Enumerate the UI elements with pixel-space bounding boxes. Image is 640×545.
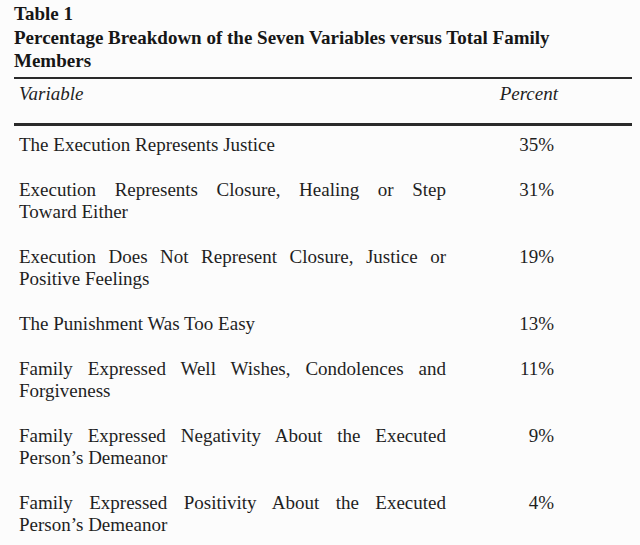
table-title-block: Table 1 Percentage Breakdown of the Seve… (14, 2, 618, 73)
percent-value: 4% (446, 492, 632, 536)
table-row: Family Expressed Negativity About the Ex… (14, 417, 632, 484)
variable-label-line: Family Expressed Negativity About the Ex… (19, 425, 446, 447)
table-row: The Execution Represents Justice 35% (14, 126, 632, 171)
variable-label-line: Execution Represents Closure, Healing or… (19, 179, 446, 201)
percent-value: 9% (446, 425, 632, 469)
percent-value: 35% (446, 134, 632, 156)
variable-label-line: Positive Feelings (19, 268, 446, 290)
variable-label-line: Person’s Demeanor (19, 447, 446, 469)
table-row: Execution Represents Closure, Healing or… (14, 171, 632, 238)
column-header-percent: Percent (446, 83, 632, 105)
variable-cell: Family Expressed Well Wishes, Condolence… (14, 358, 446, 402)
column-header-variable: Variable (14, 83, 446, 105)
variable-label-line: Toward Either (19, 201, 446, 223)
variable-label-line: Family Expressed Well Wishes, Condolence… (19, 358, 446, 380)
variable-label-line: Person’s Demeanor (19, 514, 446, 536)
variable-label-line: Family Expressed Positivity About the Ex… (19, 492, 446, 514)
percent-value: 19% (446, 246, 632, 290)
table-header-row: Variable Percent (14, 79, 632, 123)
variable-label-line: The Execution Represents Justice (19, 134, 446, 156)
percent-value: 13% (446, 313, 632, 335)
table-row: The Punishment Was Too Easy 13% (14, 305, 632, 350)
variable-cell: Family Expressed Positivity About the Ex… (14, 492, 446, 536)
variable-cell: The Execution Represents Justice (14, 134, 446, 156)
variable-label-line: Execution Does Not Represent Closure, Ju… (19, 246, 446, 268)
variable-cell: Execution Does Not Represent Closure, Ju… (14, 246, 446, 290)
table-row: Execution Does Not Represent Closure, Ju… (14, 238, 632, 305)
variable-label-line: Forgiveness (19, 380, 446, 402)
percent-value: 11% (446, 358, 632, 402)
variable-cell: Family Expressed Negativity About the Ex… (14, 425, 446, 469)
percent-value: 31% (446, 179, 632, 223)
variable-label-line: The Punishment Was Too Easy (19, 313, 446, 335)
table-caption: Percentage Breakdown of the Seven Variab… (14, 26, 614, 73)
table-row: Family Expressed Well Wishes, Condolence… (14, 350, 632, 417)
variable-cell: The Punishment Was Too Easy (14, 313, 446, 335)
table-number: Table 1 (14, 2, 618, 26)
table-row: Family Expressed Positivity About the Ex… (14, 484, 632, 545)
variable-cell: Execution Represents Closure, Healing or… (14, 179, 446, 223)
paper-table-page: Table 1 Percentage Breakdown of the Seve… (0, 0, 640, 545)
table-body: The Execution Represents Justice 35% Exe… (14, 126, 632, 545)
